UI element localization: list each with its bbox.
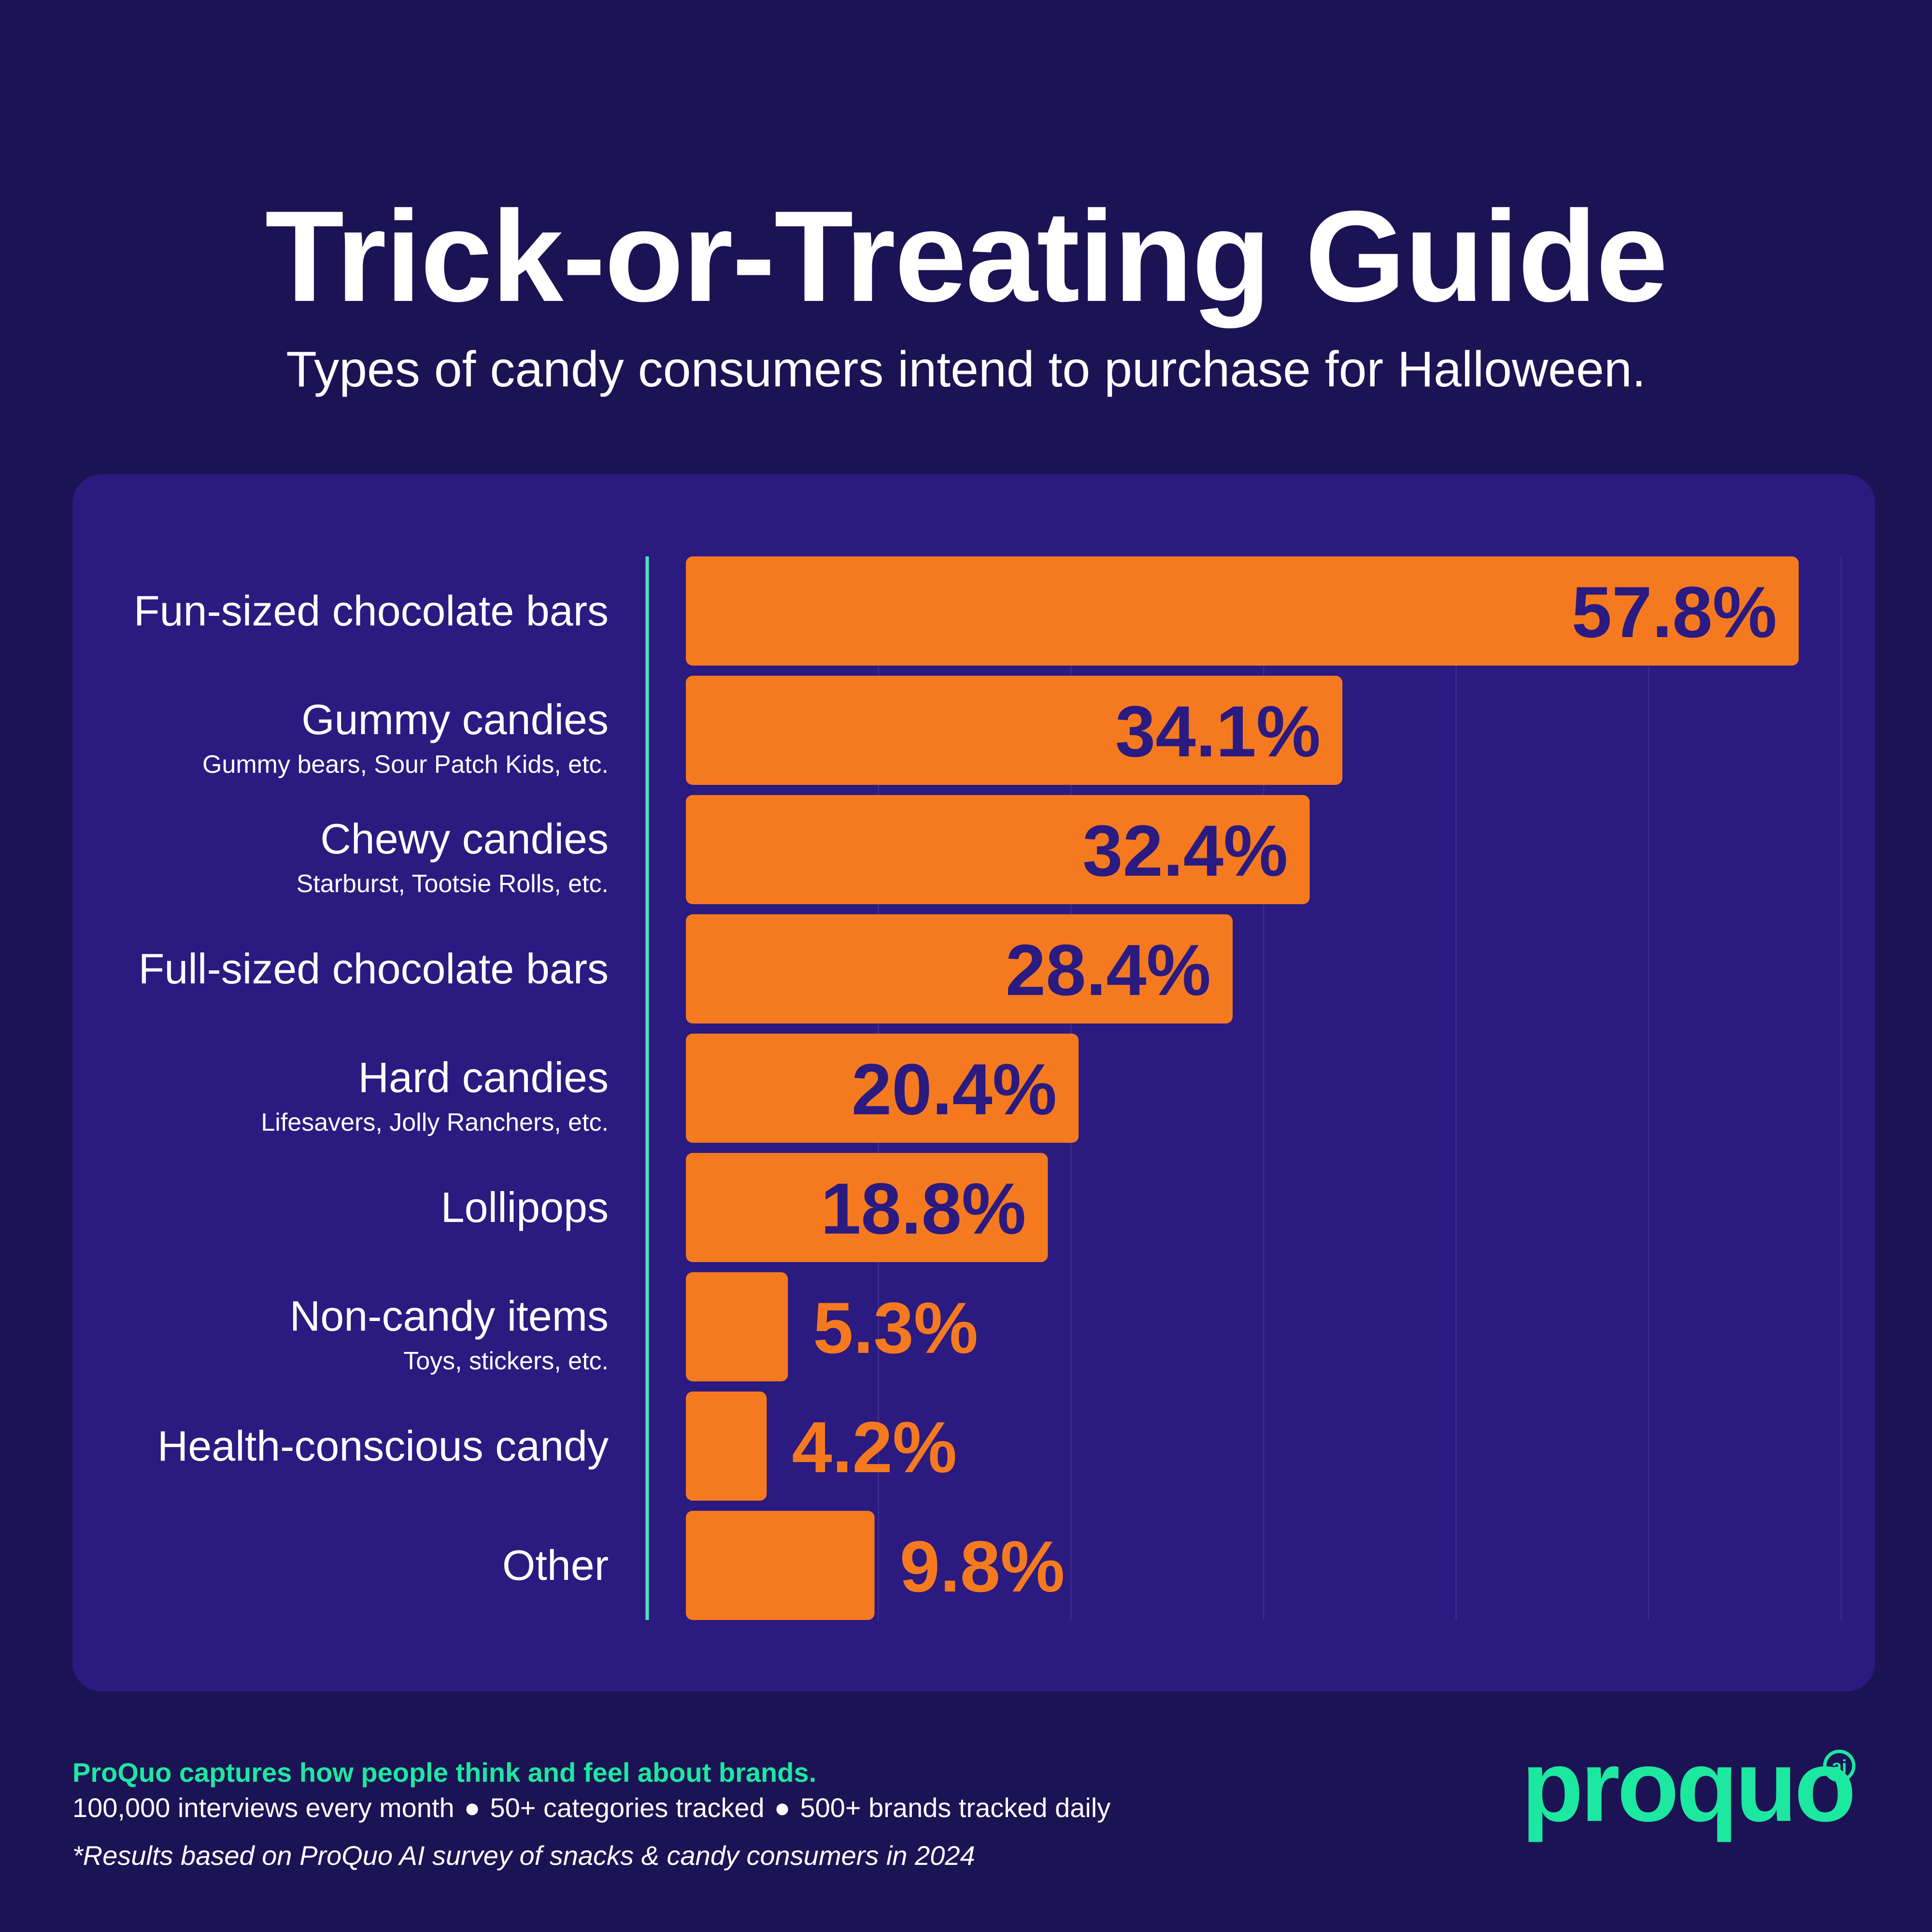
bar xyxy=(686,1392,767,1501)
bar-value-label: 4.2% xyxy=(792,1406,957,1488)
bar-value-label: 18.8% xyxy=(821,1168,1026,1249)
bar-value-label: 32.4% xyxy=(1082,810,1288,891)
proquo-logo: proquo ai xyxy=(1521,1739,1856,1843)
bar xyxy=(686,676,1343,785)
chart-subtitle: Types of candy consumers intend to purch… xyxy=(286,341,1646,398)
chart-title: Trick-or-Treating Guide xyxy=(265,184,1668,328)
bullet-icon: ● xyxy=(464,1792,481,1823)
footer-tagline: ProQuo captures how people think and fee… xyxy=(72,1757,817,1788)
stat-interviews: 100,000 interviews every month xyxy=(72,1792,455,1823)
category-sublabel: Gummy bears, Sour Patch Kids, etc. xyxy=(202,751,609,779)
category-label: Non-candy items xyxy=(290,1292,609,1340)
logo-badge-text: ai xyxy=(1832,1757,1847,1777)
stat-categories: 50+ categories tracked xyxy=(490,1792,765,1823)
category-sublabel: Starburst, Tootsie Rolls, etc. xyxy=(297,870,609,898)
bullet-icon: ● xyxy=(774,1792,791,1823)
bar xyxy=(686,795,1310,904)
category-sublabel: Lifesavers, Jolly Ranchers, etc. xyxy=(261,1108,609,1136)
category-sublabel: Toys, stickers, etc. xyxy=(403,1347,609,1375)
bar xyxy=(686,1153,1048,1262)
bar xyxy=(686,914,1233,1023)
category-label: Full-sized chocolate bars xyxy=(139,945,609,993)
bar xyxy=(686,1034,1079,1143)
stat-brands: 500+ brands tracked daily xyxy=(800,1792,1111,1823)
bar-value-label: 34.1% xyxy=(1115,691,1321,772)
bar-value-label: 20.4% xyxy=(852,1049,1057,1130)
bar-value-label: 5.3% xyxy=(813,1287,978,1368)
logo-wordmark: proquo xyxy=(1521,1739,1853,1843)
category-label: Hard candies xyxy=(358,1053,609,1101)
category-label: Chewy candies xyxy=(320,815,609,863)
footer-footnote: *Results based on ProQuo AI survey of sn… xyxy=(72,1840,975,1871)
footer-stats: 100,000 interviews every month ● 50+ categ… xyxy=(72,1789,1110,1827)
category-label: Fun-sized chocolate bars xyxy=(134,587,609,635)
category-label: Gummy candies xyxy=(301,696,609,743)
category-label: Health-conscious candy xyxy=(157,1422,609,1470)
bar-value-label: 9.8% xyxy=(900,1526,1065,1607)
bar-value-label: 57.8% xyxy=(1572,571,1777,653)
bar xyxy=(686,556,1799,666)
category-label: Other xyxy=(502,1541,609,1589)
bar xyxy=(686,1272,788,1381)
logo-badge-circle xyxy=(1823,1749,1856,1782)
bar xyxy=(686,1511,875,1620)
bar-value-label: 28.4% xyxy=(1006,929,1211,1010)
category-label: Lollipops xyxy=(441,1183,609,1231)
